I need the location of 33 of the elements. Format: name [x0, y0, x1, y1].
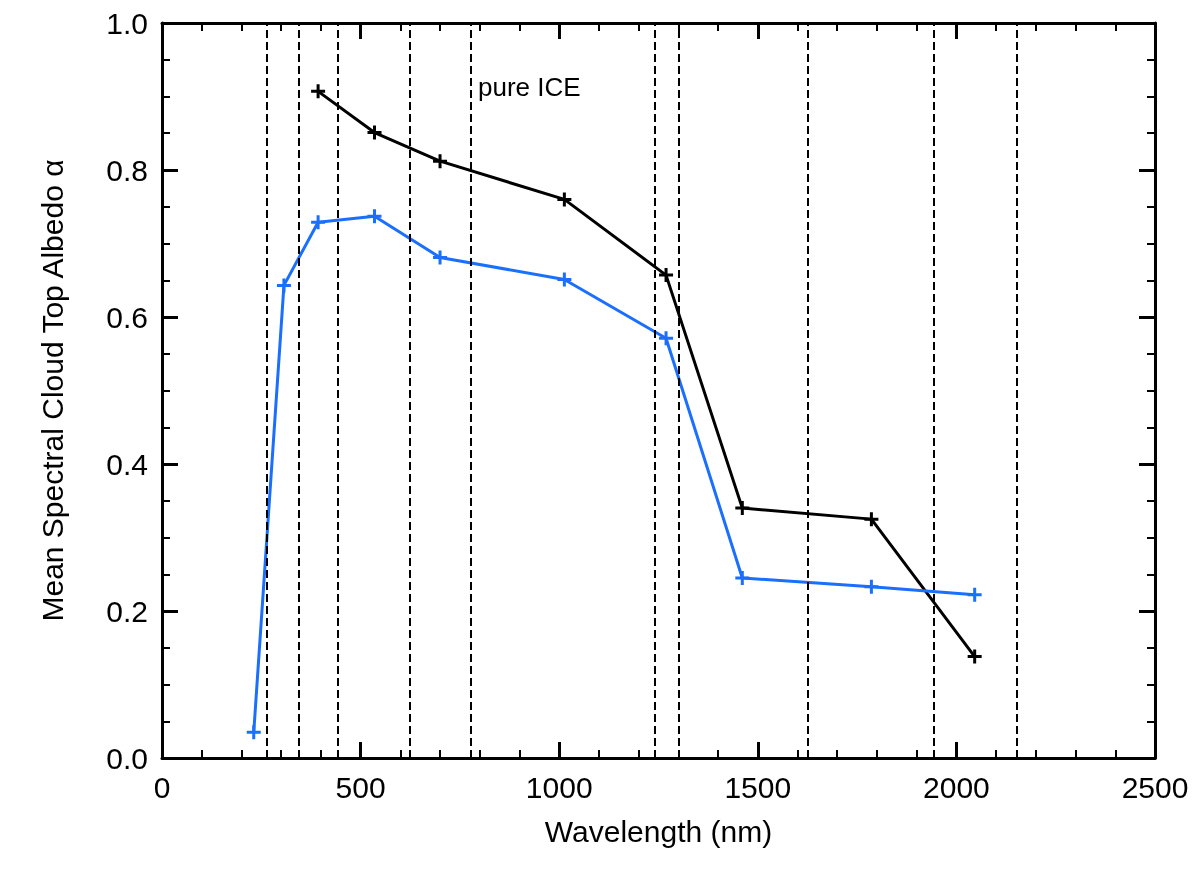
x-tick-label: 2000 [923, 770, 990, 804]
point [245, 723, 263, 741]
y-tick-label: 0.6 [106, 300, 148, 334]
point [309, 82, 327, 100]
point [431, 248, 449, 266]
point [733, 499, 751, 517]
point [366, 207, 383, 225]
annotation: pure ICE [478, 72, 581, 102]
point [366, 124, 383, 142]
point [275, 276, 293, 294]
point [966, 586, 984, 604]
point [657, 266, 675, 284]
x-axis-title: Wavelength (nm) [544, 814, 773, 848]
point [555, 271, 573, 289]
text: 0.0 [106, 741, 148, 775]
point [555, 190, 573, 208]
y-axis-title: Mean Spectral Cloud Top Albedo α [35, 159, 69, 622]
x-tick-label: 1000 [525, 770, 593, 804]
y-tick-label: 0.2 [106, 594, 148, 628]
y-tick-label: 0.4 [106, 447, 148, 481]
point [862, 578, 880, 596]
point [431, 152, 449, 170]
text: 1.0 [106, 6, 148, 40]
point [862, 510, 880, 528]
point [733, 569, 751, 587]
x-tick-label: 500 [335, 770, 386, 804]
x-tick-label: 2500 [1121, 770, 1189, 804]
x-tick-label: 0 [153, 770, 171, 804]
point [309, 213, 327, 231]
x-tick-label: 1500 [724, 770, 792, 804]
point [966, 648, 984, 666]
point [657, 329, 675, 347]
y-tick-label: 0.8 [106, 153, 148, 187]
